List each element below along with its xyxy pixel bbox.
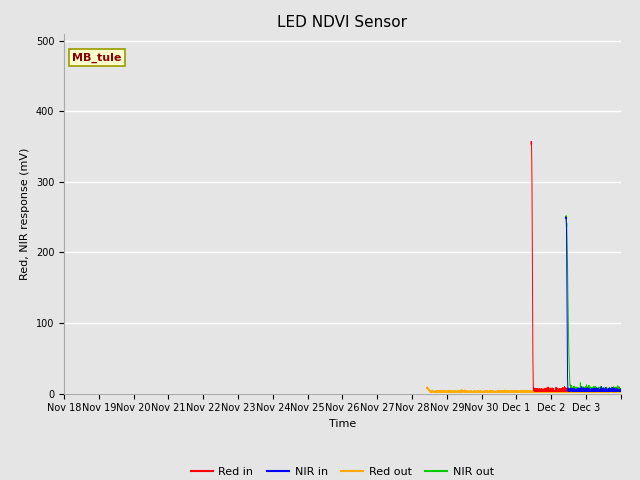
Y-axis label: Red, NIR response (mV): Red, NIR response (mV) — [20, 147, 30, 280]
Line: NIR out: NIR out — [566, 216, 621, 392]
Red out — [617, 389, 625, 395]
X-axis label: Time: Time — [329, 419, 356, 429]
Red in — [617, 388, 625, 394]
Line: NIR in: NIR in — [566, 217, 621, 392]
Red out — [473, 389, 481, 395]
Legend: Red in, NIR in, Red out, NIR out: Red in, NIR in, Red out, NIR out — [186, 463, 499, 480]
Text: MB_tule: MB_tule — [72, 53, 122, 63]
NIR in — [617, 388, 625, 394]
Title: LED NDVI Sensor: LED NDVI Sensor — [277, 15, 408, 30]
Line: Red out: Red out — [427, 387, 621, 392]
Line: Red in: Red in — [531, 142, 621, 392]
NIR out — [617, 386, 625, 392]
Red out — [502, 389, 510, 395]
